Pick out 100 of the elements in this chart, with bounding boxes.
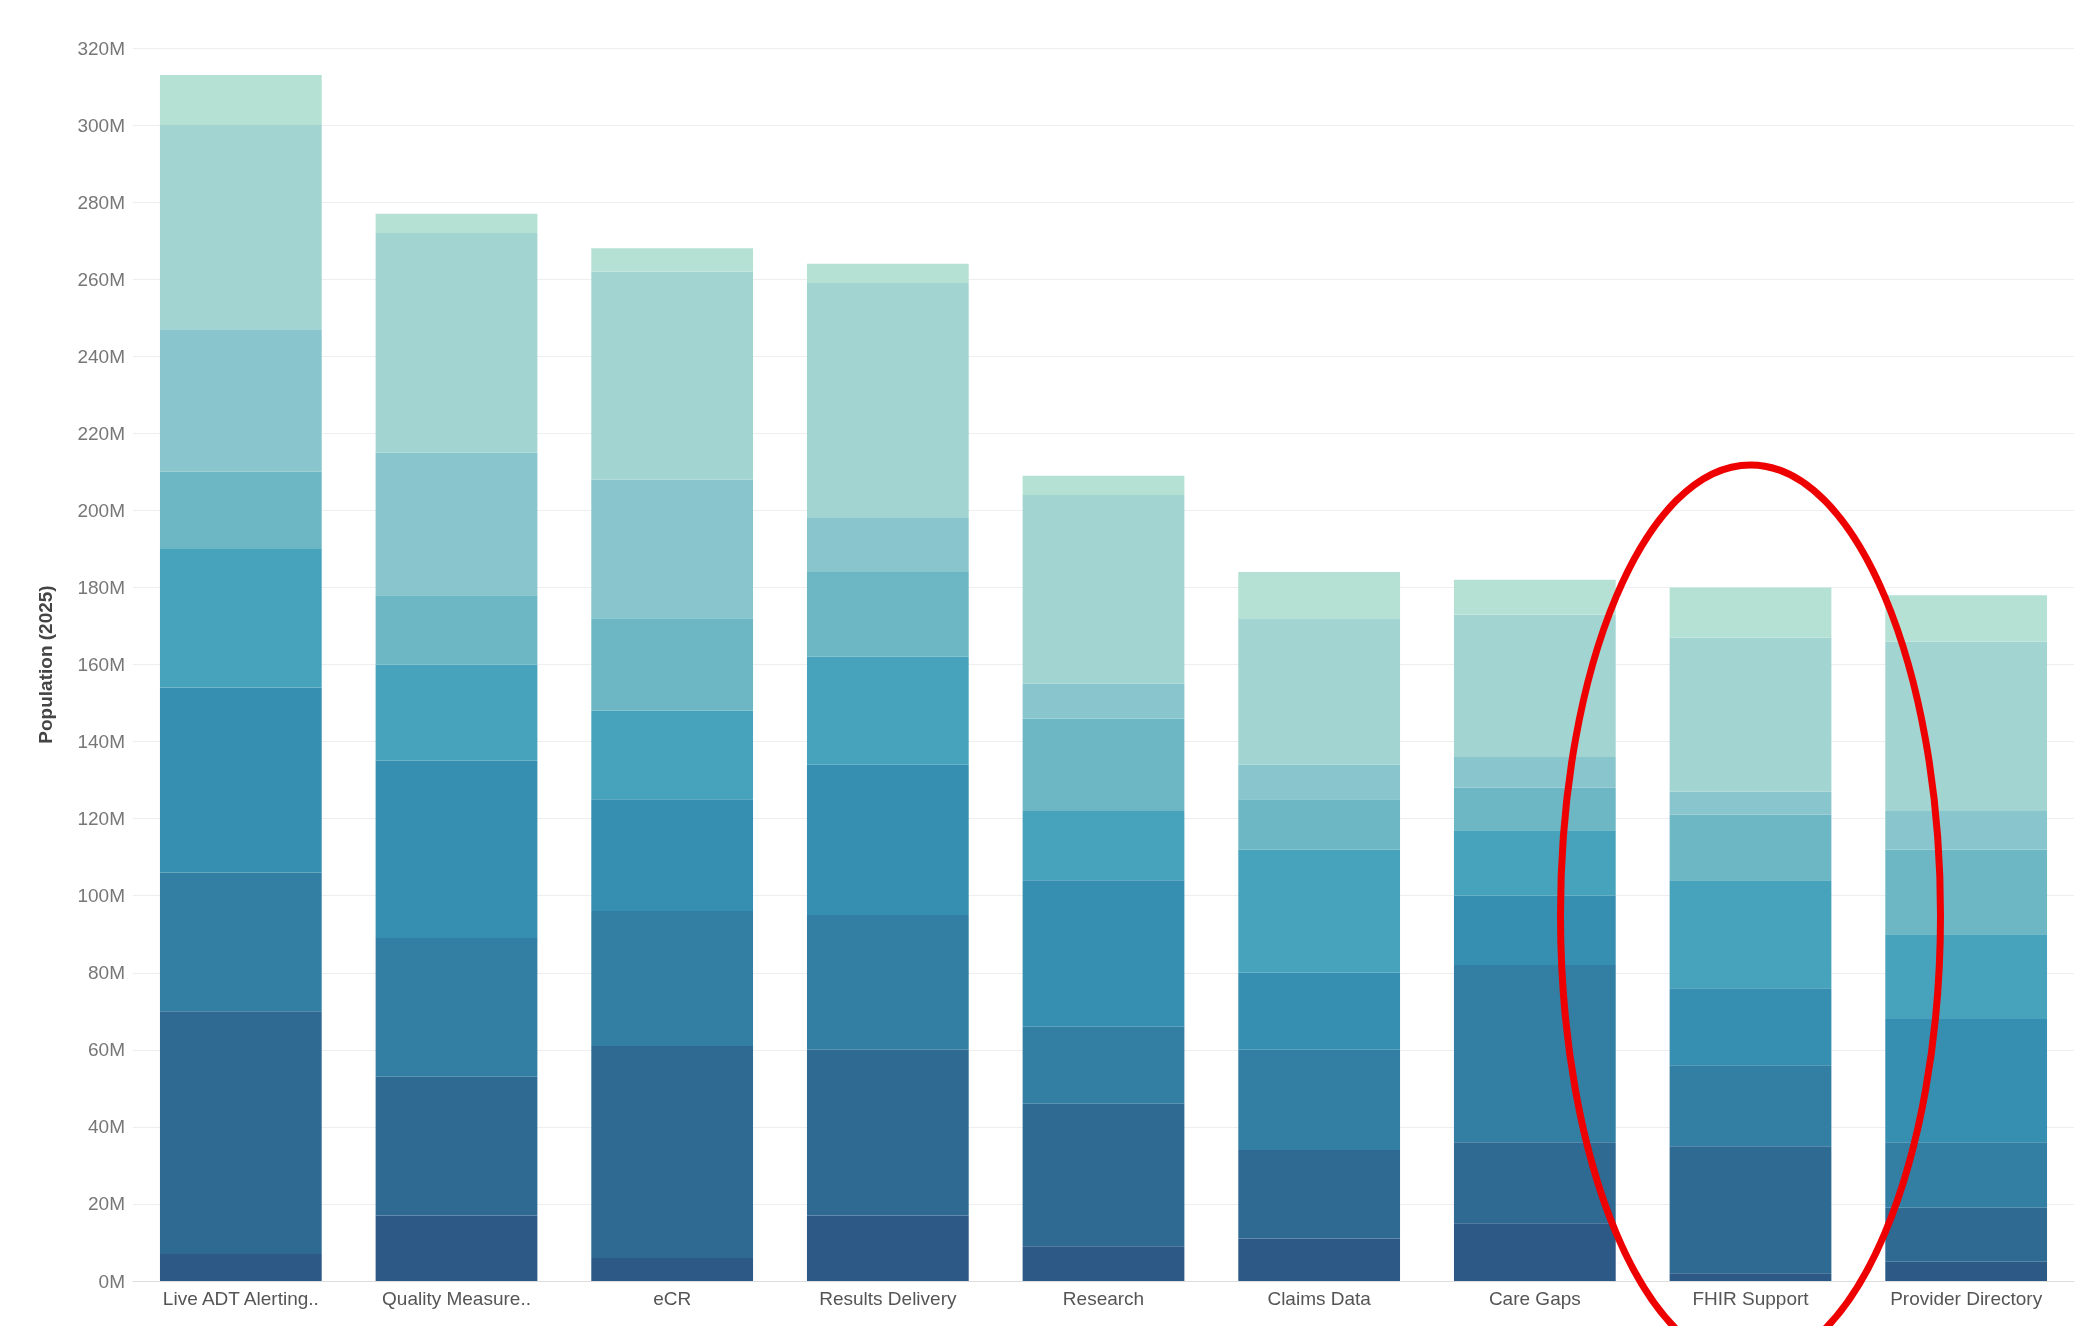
bar [1453, 965, 1616, 1143]
bar [806, 263, 969, 284]
bar [159, 1011, 322, 1255]
bar [1238, 972, 1401, 1050]
bar [1238, 1149, 1401, 1239]
bar [806, 283, 969, 519]
bar [159, 125, 322, 330]
bar [375, 760, 538, 939]
y-tick-label: 220M [77, 422, 125, 444]
y-tick-label: 240M [77, 345, 125, 367]
bar [1885, 1207, 2048, 1262]
y-tick-label: 100M [77, 885, 125, 907]
bar [806, 1215, 969, 1281]
bar [806, 518, 969, 573]
bar [591, 710, 754, 800]
bar [1885, 1261, 2048, 1281]
bar [375, 1215, 538, 1281]
y-tick-label: 260M [77, 268, 125, 290]
bar [1238, 618, 1401, 765]
bar [591, 618, 754, 711]
bar [1885, 810, 2048, 850]
bar [1669, 587, 1832, 638]
bar [1238, 799, 1401, 850]
y-tick-label: 320M [77, 37, 125, 59]
bar [1885, 934, 2048, 1019]
bar [1022, 683, 1185, 719]
bar [375, 232, 538, 453]
bar [1238, 1238, 1401, 1281]
x-tick-label: Care Gaps [1488, 1288, 1581, 1309]
bar [159, 329, 322, 472]
bar [1453, 756, 1616, 788]
bar [1022, 810, 1185, 881]
bar [1238, 572, 1401, 619]
bar [1453, 1223, 1616, 1281]
y-tick-label: 160M [77, 654, 125, 675]
bar [1669, 1065, 1832, 1147]
bar [159, 687, 322, 873]
x-tick-label: Live ADT Alerting.. [162, 1288, 319, 1309]
x-tick-label: FHIR Support [1692, 1288, 1810, 1309]
bar [159, 74, 322, 126]
y-tick-label: 180M [77, 576, 125, 598]
bar [1885, 1142, 2048, 1208]
y-tick-label: 80M [88, 962, 125, 984]
bar [806, 1049, 969, 1216]
bar [1238, 849, 1401, 973]
bar [1022, 718, 1185, 811]
bar [375, 213, 538, 233]
bar [375, 938, 538, 1077]
bar [1885, 641, 2048, 811]
bar [1669, 637, 1832, 792]
bar [1022, 1026, 1185, 1104]
bar [591, 248, 754, 272]
bar [591, 911, 754, 1046]
bar [1453, 895, 1616, 966]
bar [159, 471, 322, 549]
bar [591, 799, 754, 912]
bar [375, 1076, 538, 1216]
bar [1022, 1103, 1185, 1247]
bar [591, 1045, 754, 1258]
bar [159, 1254, 322, 1281]
bar [1669, 1273, 1832, 1281]
bar [1669, 1146, 1832, 1274]
bar [591, 479, 754, 619]
y-axis-title: Population (2025) [35, 585, 56, 744]
bar [1238, 1049, 1401, 1150]
bar [1238, 764, 1401, 800]
bar [806, 764, 969, 915]
bar [1885, 1018, 2048, 1143]
y-tick-label: 200M [77, 499, 125, 521]
x-tick-label: Claims Data [1267, 1288, 1372, 1309]
bar [375, 452, 538, 596]
x-tick-label: Results Delivery [819, 1288, 957, 1309]
bar [1453, 614, 1616, 757]
bar [806, 914, 969, 1050]
bar [591, 271, 754, 480]
bar [375, 595, 538, 665]
y-tick-label: 0M [98, 1270, 125, 1292]
x-tick-label: Quality Measure.. [382, 1288, 531, 1309]
y-tick-label: 60M [88, 1039, 125, 1061]
bar [1885, 849, 2048, 935]
bar [806, 572, 969, 657]
bar [1022, 494, 1185, 684]
bar [159, 548, 322, 688]
bar [1669, 814, 1832, 881]
bar [1453, 830, 1616, 896]
bar [1022, 1246, 1185, 1281]
bar [375, 664, 538, 761]
bar [806, 656, 969, 765]
bar [591, 1257, 754, 1281]
y-tick-label: 40M [88, 1116, 125, 1138]
y-tick-label: 20M [88, 1193, 125, 1215]
y-tick-label: 280M [77, 191, 125, 213]
x-tick-label: Provider Directory [1890, 1288, 2043, 1309]
bar [1453, 579, 1616, 615]
bar [1022, 475, 1185, 495]
x-tick-label: Research [1062, 1288, 1145, 1309]
y-tick-label: 300M [77, 114, 125, 136]
bar [1022, 880, 1185, 1027]
bar [1669, 988, 1832, 1066]
x-tick-label: eCR [653, 1288, 692, 1309]
